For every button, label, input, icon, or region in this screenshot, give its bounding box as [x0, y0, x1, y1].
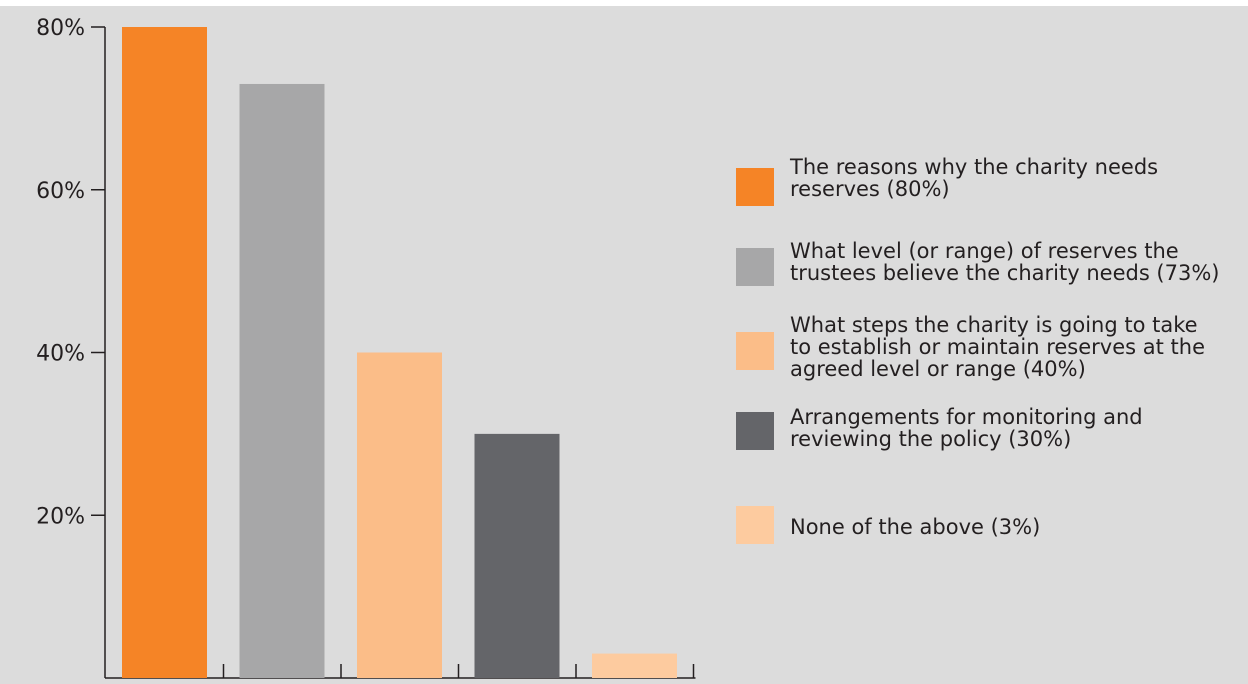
legend-label: What level (or range) of reserves the tr…	[790, 239, 1220, 285]
y-axis-ticks: 20% 40% 60% 80%	[36, 16, 105, 529]
bar	[474, 433, 560, 678]
y-tick-label: 60%	[36, 179, 85, 204]
legend-swatch	[736, 332, 774, 370]
bar-chart: 20% 40% 60% 80%	[36, 16, 696, 679]
legend-label: None of the above (3%)	[790, 515, 1041, 539]
bar	[239, 83, 325, 678]
legend-swatch	[736, 412, 774, 450]
y-tick-label: 20%	[36, 504, 85, 529]
bar	[357, 352, 442, 678]
legend-label: Arrangements for monitoring and reviewin…	[790, 405, 1143, 451]
legend-label: What steps the charity is going to take …	[790, 313, 1205, 381]
y-tick-label: 80%	[36, 16, 85, 41]
bar	[592, 653, 677, 678]
legend-swatch	[736, 506, 774, 544]
legend-label: The reasons why the charity needs reserv…	[790, 155, 1159, 201]
legend-swatch	[736, 248, 774, 286]
bar	[122, 27, 207, 678]
y-tick-label: 40%	[36, 342, 85, 367]
legend-swatch	[736, 168, 774, 206]
chart-panel: 20% 40% 60% 80% The reasons why the charity…	[0, 6, 1248, 684]
chart-bars	[122, 27, 677, 678]
